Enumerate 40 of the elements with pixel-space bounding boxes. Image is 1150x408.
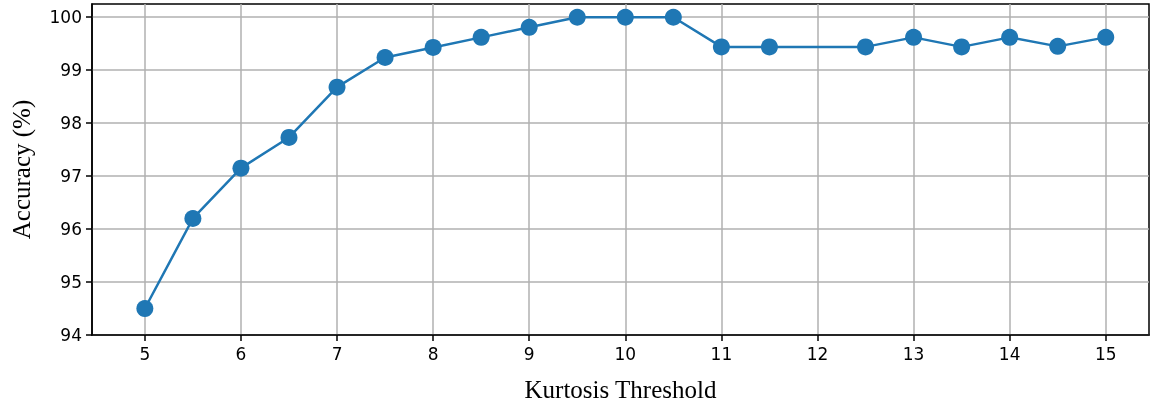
point <box>616 8 634 26</box>
x-tick-label: 13 <box>902 343 925 364</box>
point <box>184 209 202 227</box>
point <box>857 38 875 56</box>
x-tick-label: 12 <box>806 343 829 364</box>
point <box>664 8 682 26</box>
point <box>1001 28 1019 46</box>
point <box>1097 28 1115 46</box>
x-tick-label: 10 <box>614 343 637 364</box>
point <box>472 28 490 46</box>
x-tick-label: 8 <box>427 343 439 364</box>
point <box>136 300 154 318</box>
x-tick-label: 14 <box>998 343 1021 364</box>
x-tick-label: 11 <box>710 343 733 364</box>
point <box>568 8 586 26</box>
point <box>712 38 730 56</box>
point <box>424 38 442 56</box>
point <box>328 78 346 96</box>
point <box>905 28 923 46</box>
point <box>376 48 394 66</box>
y-tick-label: 98 <box>60 113 82 134</box>
x-axis-title: Kurtosis Threshold <box>524 376 717 403</box>
y-tick-label: 100 <box>49 7 82 28</box>
y-tick-label: 94 <box>60 325 82 345</box>
x-tick-label: 5 <box>139 343 151 364</box>
x-tick-label: 15 <box>1094 343 1117 364</box>
point <box>760 38 778 56</box>
point <box>953 38 971 56</box>
y-tick-label: 99 <box>60 60 82 81</box>
x-tick-label: 9 <box>523 343 535 364</box>
point <box>232 159 250 177</box>
y-tick-label: 95 <box>60 272 82 293</box>
point <box>280 128 298 146</box>
y-axis-title: Accuracy (%) <box>8 99 36 240</box>
x-tick-label: 7 <box>331 343 343 364</box>
y-tick-label: 97 <box>60 166 82 187</box>
y-tick-label: 96 <box>60 219 82 240</box>
x-tick-label: 6 <box>235 343 247 364</box>
point <box>1049 37 1067 55</box>
point <box>520 18 538 36</box>
